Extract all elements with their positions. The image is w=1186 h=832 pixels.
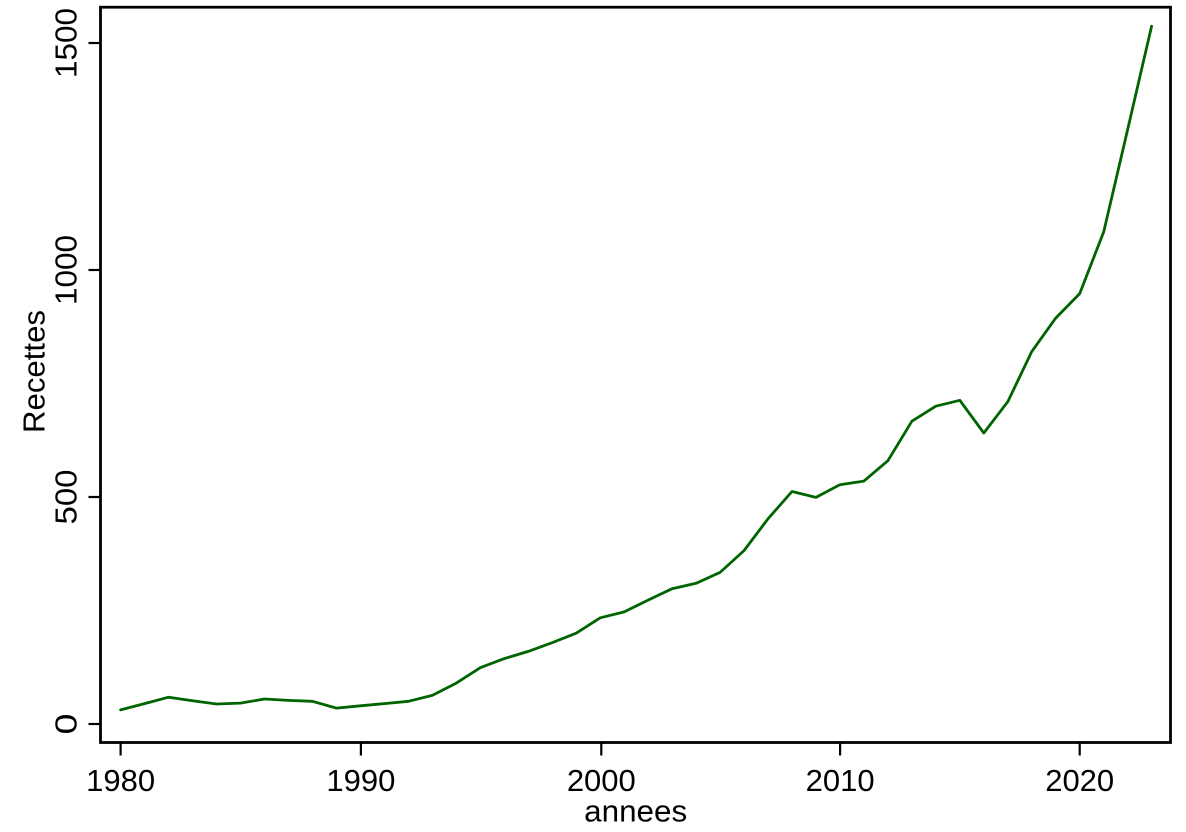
svg-text:Recettes: Recettes — [17, 310, 52, 433]
svg-text:500: 500 — [49, 470, 84, 525]
svg-text:1990: 1990 — [326, 763, 395, 798]
svg-text:2020: 2020 — [1045, 763, 1114, 798]
svg-text:1500: 1500 — [49, 8, 84, 78]
svg-text:0: 0 — [49, 714, 84, 735]
svg-text:2010: 2010 — [806, 763, 875, 798]
svg-text:1980: 1980 — [86, 763, 155, 798]
svg-text:2000: 2000 — [567, 763, 636, 798]
svg-text:annees: annees — [584, 793, 687, 828]
svg-text:1000: 1000 — [49, 235, 84, 305]
